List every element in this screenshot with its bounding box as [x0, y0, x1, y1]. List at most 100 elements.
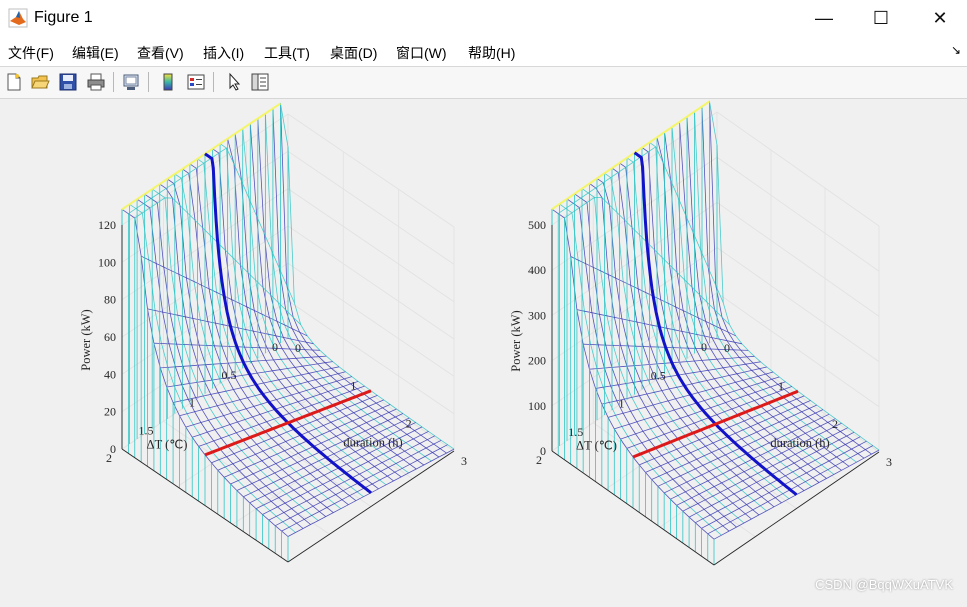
surface-line [559, 203, 722, 536]
save-icon[interactable] [56, 70, 80, 94]
y-axis-label: ΔT (℃) [576, 439, 617, 453]
x-axis-line [121, 448, 289, 563]
figure-canvas[interactable]: 0 1 2 3 0 0.5 1 1.5 2 0 20 40 60 80 100 120 duration (h)… [0, 99, 967, 602]
gridline [121, 113, 455, 228]
red-curve [204, 389, 372, 457]
z-tick-label: 300 [528, 308, 546, 322]
maximize-button[interactable]: ☐ [872, 7, 890, 28]
y-tick-label: 2 [106, 451, 112, 465]
surface-line [679, 121, 842, 471]
z-tick-label: 40 [104, 367, 116, 381]
red-curve [632, 389, 799, 459]
x-tick-label: 0 [295, 341, 301, 355]
gridline [551, 201, 880, 317]
x-axis-label: duration (h) [770, 436, 829, 450]
y-tick-label: 1.5 [568, 425, 583, 439]
surface-skirt [121, 103, 289, 562]
z-tick-label: 60 [104, 330, 116, 344]
toolbar-separator [213, 72, 214, 92]
y-tick-label: 1 [189, 396, 195, 410]
z-axis-label: Power (kW) [509, 310, 523, 371]
x-tick-label: 3 [461, 454, 467, 468]
open-file-icon[interactable] [28, 70, 52, 94]
print-icon[interactable] [84, 70, 108, 94]
menu-window[interactable]: 窗口(W) [396, 45, 447, 61]
y-tick-label: 1 [619, 397, 625, 411]
menu-tools[interactable]: 工具(T) [264, 45, 310, 61]
y-tick-label: 0 [701, 340, 707, 354]
peak-edge [551, 100, 711, 211]
menu-insert[interactable]: 插入(I) [203, 45, 245, 61]
insert-colorbar-icon[interactable] [156, 70, 180, 94]
menu-bar: 文件(F) 编辑(E) 查看(V) 插入(I) 工具(T) 桌面(D) 窗口(W… [0, 36, 967, 67]
title-bar: Figure 1 — ☐ ✕ [0, 0, 967, 36]
toolbar [0, 67, 967, 99]
watermark: CSDN @BqqWXuATVK [815, 577, 953, 592]
y-tick-label: 0.5 [651, 368, 666, 382]
y-axis-line [287, 450, 455, 563]
x-tick-label: 1 [350, 379, 356, 393]
y-tick-label: 1.5 [139, 423, 154, 437]
menu-help[interactable]: 帮助(H) [468, 45, 516, 61]
z-tick-label: 100 [528, 399, 546, 413]
z-tick-label: 400 [528, 263, 546, 277]
menu-desktop[interactable]: 桌面(D) [330, 45, 378, 61]
minimize-button[interactable]: — [815, 7, 833, 28]
dock-menu-button[interactable]: ↘ [950, 43, 961, 57]
z-tick-label: 20 [104, 405, 116, 419]
y-tick-label: 0 [272, 340, 278, 354]
x-tick-label: 0 [724, 341, 730, 355]
y-axis-line [713, 451, 880, 566]
surface-line [128, 147, 295, 304]
x-tick-label: 2 [832, 417, 838, 431]
new-figure-icon[interactable] [2, 70, 26, 94]
window-title: Figure 1 [34, 9, 93, 26]
menu-file[interactable]: 文件(F) [8, 45, 54, 61]
x-tick-label: 1 [778, 379, 784, 393]
gridline [675, 365, 839, 481]
x-tick-label: 2 [406, 416, 412, 430]
z-tick-label: 500 [528, 218, 546, 232]
gridline [716, 337, 880, 453]
x-axis-label: duration (h) [343, 436, 402, 450]
y-tick-label: 2 [536, 453, 542, 467]
property-inspector-icon[interactable] [248, 70, 272, 94]
z-tick-label: 100 [98, 255, 116, 269]
surface-line [716, 145, 880, 451]
surface-line [287, 146, 455, 450]
x-tick-label: 3 [886, 455, 892, 469]
z-axis-label: Power (kW) [79, 309, 93, 370]
z-tick-label: 0 [540, 444, 546, 458]
z-tick-label: 80 [104, 293, 116, 307]
matlab-logo-icon [8, 8, 28, 28]
menu-edit[interactable]: 编辑(E) [72, 45, 119, 61]
y-tick-label: 0.5 [222, 368, 237, 382]
z-tick-label: 0 [110, 442, 116, 456]
axis-lines [121, 225, 455, 563]
y-axis-label: ΔT (℃) [147, 438, 188, 452]
edit-plot-pointer-icon[interactable] [222, 70, 246, 94]
gridline [287, 337, 455, 452]
surface-line [701, 106, 865, 459]
surface-line [581, 188, 745, 524]
gridline [551, 292, 880, 408]
close-button[interactable]: ✕ [932, 7, 948, 28]
z-tick-label: 200 [528, 354, 546, 368]
z-tick-label: 120 [98, 218, 116, 232]
gridline [551, 156, 880, 272]
axis-labels: duration (h) ΔT (℃) Power (kW) [79, 309, 403, 451]
surface-line [219, 143, 387, 486]
link-plot-icon[interactable] [119, 70, 143, 94]
gridline [551, 111, 880, 227]
surface-skirt [551, 101, 718, 565]
gridline [246, 365, 413, 480]
insert-legend-icon[interactable] [184, 70, 208, 94]
gridline [634, 394, 797, 509]
menu-view[interactable]: 查看(V) [137, 45, 184, 61]
axis-labels: duration (h) ΔT (℃) Power (kW) [509, 310, 830, 452]
